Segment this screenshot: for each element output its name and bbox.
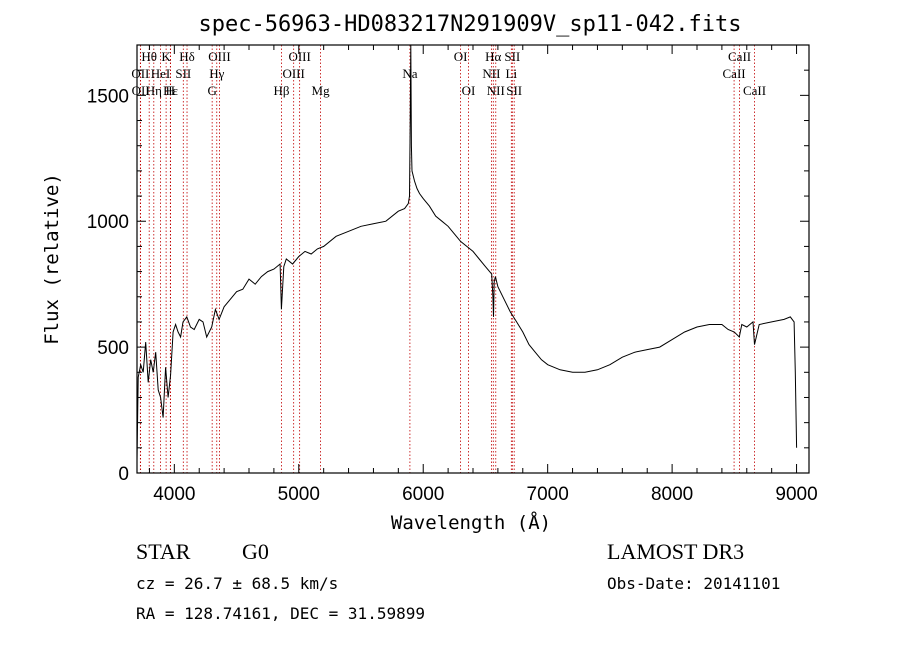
x-axis-ticks: 4000 5000 6000 7000 8000 9000	[148, 45, 818, 505]
line-marker-label: SII	[504, 49, 520, 64]
line-marker-label: Hε	[163, 83, 178, 98]
line-marker-label: CaII	[743, 83, 766, 98]
object-class: STAR	[136, 539, 191, 564]
survey-name: LAMOST DR3	[607, 539, 744, 564]
redshift-readout: cz = 26.7 ± 68.5 km/s	[136, 574, 338, 593]
line-marker-label: SII	[175, 66, 191, 81]
line-marker-label: NII	[487, 83, 505, 98]
line-marker-label: Hβ	[273, 83, 289, 98]
x-tick-label: 9000	[775, 484, 817, 505]
line-marker-label: NII	[482, 66, 500, 81]
line-marker-label: Hδ	[179, 49, 195, 64]
line-marker-label: Na	[402, 66, 417, 81]
line-marker-label: Hγ	[209, 66, 224, 81]
line-marker-label: CaII	[728, 49, 751, 64]
line-marker-label: CaII	[723, 66, 746, 81]
coordinates: RA = 128.74161, DEC = 31.59899	[136, 604, 425, 623]
line-marker-label: Hθ	[141, 49, 157, 64]
line-marker-label: K	[161, 49, 171, 64]
line-marker-label: OII	[131, 66, 149, 81]
obs-date: Obs-Date: 20141101	[607, 574, 780, 593]
y-tick-label: 500	[97, 338, 129, 359]
line-marker-label: Li	[506, 66, 518, 81]
plot-frame	[136, 44, 810, 474]
line-marker-label: G	[207, 83, 216, 98]
line-marker-label: OI	[454, 49, 468, 64]
line-marker-label: Hα	[485, 49, 501, 64]
line-marker-label: OIII	[282, 66, 304, 81]
x-tick-label: 6000	[402, 484, 444, 505]
emission-line-markers	[139, 45, 755, 473]
x-tick-label: 4000	[153, 484, 195, 505]
line-marker-label: OIII	[208, 49, 230, 64]
line-marker-label: Mg	[312, 83, 331, 98]
line-marker-label: HeI	[151, 66, 171, 81]
x-tick-label: 7000	[527, 484, 569, 505]
line-marker-label: Hη	[146, 83, 162, 98]
line-marker-label: OII	[132, 83, 150, 98]
spectrum-line	[136, 44, 798, 461]
object-subclass: G0	[242, 539, 269, 564]
chart-title: spec-56963-HD083217N291909V_sp11-042.fit…	[198, 12, 741, 37]
y-tick-label: 1500	[87, 86, 129, 107]
line-marker-label: H	[166, 83, 175, 98]
line-marker-label: SII	[506, 83, 522, 98]
x-tick-label: 5000	[278, 484, 320, 505]
line-marker-label: OI	[462, 83, 476, 98]
x-axis-label: Wavelength (Å)	[391, 511, 551, 534]
x-tick-label: 8000	[651, 484, 693, 505]
y-axis-label: Flux (relative)	[41, 173, 63, 345]
y-axis-ticks: 0 500 1000 1500	[87, 44, 809, 485]
line-marker-label: OIII	[288, 49, 310, 64]
y-tick-label: 1000	[87, 212, 129, 233]
y-tick-label: 0	[118, 464, 129, 485]
